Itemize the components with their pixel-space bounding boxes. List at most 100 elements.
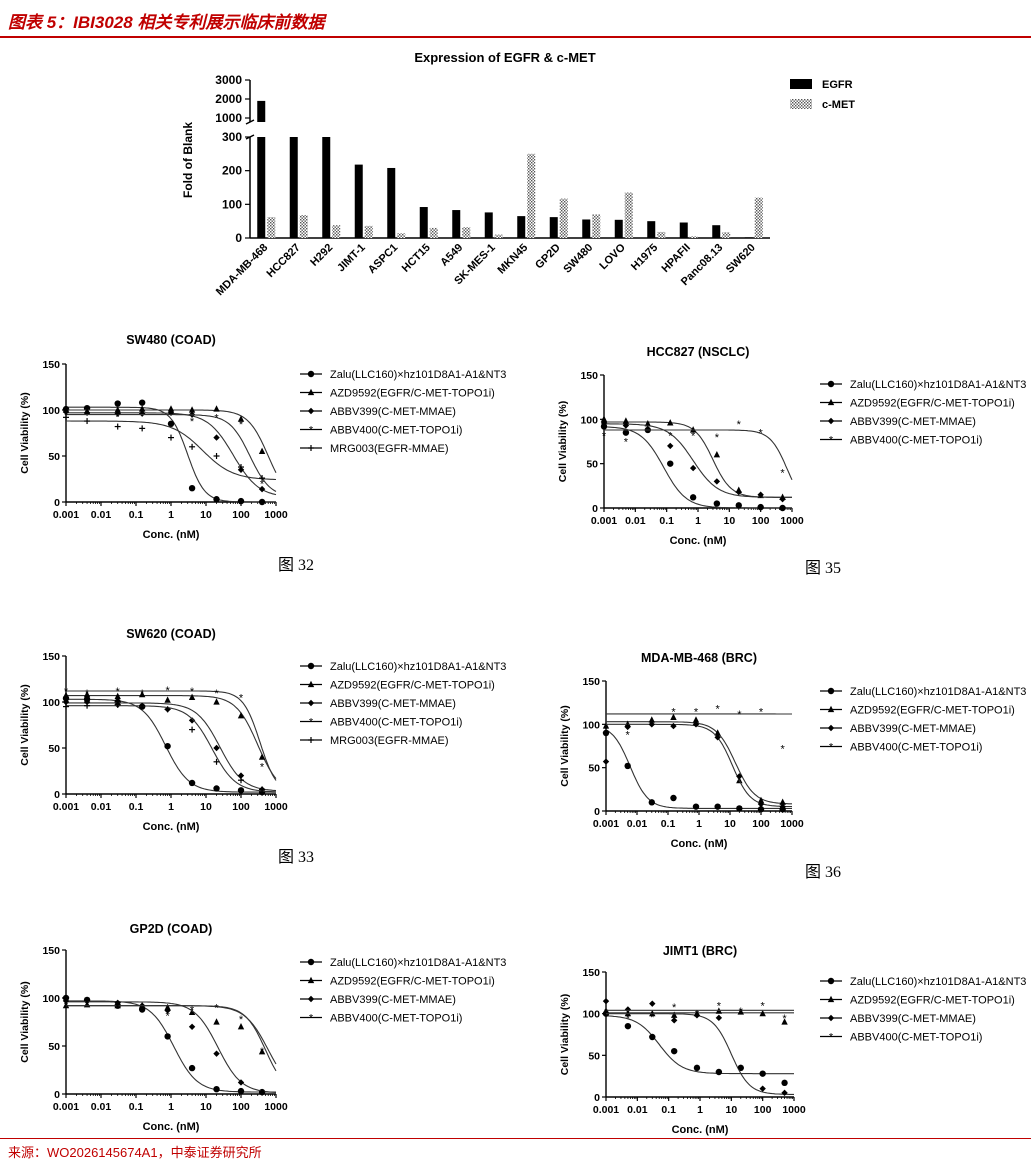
point-star: * bbox=[165, 1010, 170, 1022]
category-label: ASPC1 bbox=[366, 242, 400, 276]
point-triangle bbox=[258, 753, 266, 760]
bar-cmet bbox=[689, 236, 698, 238]
x-tick-label: 1000 bbox=[264, 801, 288, 813]
point-plus bbox=[259, 475, 266, 482]
point-circle bbox=[213, 785, 220, 792]
point-diamond bbox=[715, 1014, 723, 1022]
point-star: * bbox=[650, 719, 655, 731]
point-circle bbox=[213, 496, 220, 503]
x-tick-label: 1000 bbox=[264, 1101, 288, 1113]
point-diamond bbox=[258, 485, 266, 493]
bar-cmet bbox=[429, 227, 438, 238]
point-triangle bbox=[670, 713, 677, 720]
legend-label: AZD9592(EGFR/C-MET-TOPO1i) bbox=[330, 976, 495, 988]
x-tick-label: 100 bbox=[752, 515, 770, 527]
fit-curve bbox=[66, 690, 277, 781]
y-axis-label: Cell Viability (%) bbox=[19, 981, 31, 1063]
point-plus bbox=[114, 423, 121, 430]
chart-title: MDA-MB-468 (BRC) bbox=[641, 651, 757, 665]
point-diamond bbox=[670, 1017, 678, 1024]
point-triangle bbox=[670, 1011, 678, 1018]
point-triangle bbox=[237, 1023, 245, 1030]
series-plus bbox=[63, 701, 277, 793]
bar-egfr bbox=[354, 164, 363, 238]
bar-egfr bbox=[517, 216, 526, 238]
legend-label: MRG003(EGFR-MMAE) bbox=[330, 735, 449, 747]
source-note: 来源：WO2026145674A1，中泰证券研究所 bbox=[8, 1145, 262, 1160]
point-star: * bbox=[239, 419, 244, 431]
point-circle bbox=[188, 1064, 196, 1072]
point-star: * bbox=[782, 1013, 787, 1025]
point-diamond bbox=[624, 1006, 632, 1013]
point-circle bbox=[670, 794, 677, 802]
x-tick-label: 1 bbox=[168, 1101, 174, 1113]
point-star: * bbox=[260, 761, 265, 773]
x-tick-label: 0.01 bbox=[627, 818, 648, 830]
point-star: * bbox=[694, 706, 699, 718]
legend-label: Zalu(LLC160)×hz101D8A1-A1&NT3 bbox=[330, 957, 506, 969]
point-diamond bbox=[689, 464, 697, 472]
legend-label: Zalu(LLC160)×hz101D8A1-A1&NT3 bbox=[850, 686, 1026, 698]
point-diamond bbox=[307, 407, 315, 415]
point-star: * bbox=[716, 704, 721, 716]
point-triangle bbox=[138, 690, 146, 698]
point-triangle bbox=[759, 1009, 766, 1017]
legend-label: AZD9592(EGFR/C-MET-TOPO1i) bbox=[330, 680, 495, 692]
y-tick-label: 100 bbox=[582, 719, 600, 731]
point-circle bbox=[624, 762, 631, 770]
y-tick-label: 0 bbox=[594, 1092, 600, 1104]
category-label: H1975 bbox=[629, 242, 660, 273]
bar-egfr bbox=[712, 225, 721, 238]
x-axis-label: Conc. (nM) bbox=[670, 535, 727, 547]
point-star: * bbox=[309, 1013, 314, 1025]
y-tick-label: 2000 bbox=[215, 92, 242, 106]
point-triangle bbox=[188, 693, 196, 700]
point-diamond bbox=[258, 1088, 266, 1096]
point-triangle bbox=[781, 1018, 788, 1025]
point-circle bbox=[622, 429, 630, 436]
category-label: H292 bbox=[308, 242, 335, 269]
point-circle bbox=[648, 799, 655, 806]
title-rule bbox=[0, 36, 1031, 38]
bar-cmet bbox=[364, 225, 373, 238]
x-tick-label: 1 bbox=[168, 509, 174, 521]
bar-cmet bbox=[299, 215, 308, 238]
point-diamond bbox=[779, 495, 786, 503]
category-label: GP2D bbox=[533, 242, 563, 272]
point-diamond bbox=[83, 996, 91, 1004]
point-triangle bbox=[164, 1003, 171, 1011]
point-circle bbox=[624, 1022, 632, 1030]
category-label: SW620 bbox=[724, 242, 758, 276]
series-triangle bbox=[602, 713, 792, 805]
series-triangle bbox=[600, 415, 792, 500]
legend-label: ABBV399(C-MET-MMAE) bbox=[330, 406, 456, 418]
series-triangle bbox=[62, 690, 277, 779]
y-tick-label: 50 bbox=[588, 1050, 600, 1062]
y-tick-label: 0 bbox=[235, 231, 242, 245]
x-tick-label: 0.01 bbox=[625, 515, 646, 527]
y-tick-label: 150 bbox=[42, 945, 60, 957]
chart-gp2d: GP2D (COAD) Cell Viability (%) Conc. (nM) 0… bbox=[19, 922, 506, 1133]
bar-cmet bbox=[462, 227, 471, 238]
point-circle bbox=[827, 977, 835, 985]
y-tick-label: 50 bbox=[48, 743, 60, 755]
point-plus bbox=[84, 702, 91, 709]
x-tick-label: 100 bbox=[752, 818, 770, 830]
bar-egfr bbox=[679, 222, 688, 238]
point-star: * bbox=[85, 1000, 90, 1012]
bar-egfr bbox=[387, 167, 396, 238]
point-star: * bbox=[116, 686, 121, 698]
point-triangle bbox=[237, 712, 245, 719]
bar-cmet bbox=[267, 217, 276, 238]
bar-cmet bbox=[657, 231, 666, 238]
x-tick-label: 0.1 bbox=[129, 509, 144, 521]
point-star: * bbox=[309, 717, 314, 729]
series-star: * * * * * * * * * bbox=[64, 1000, 277, 1072]
point-triangle bbox=[692, 716, 700, 723]
point-triangle bbox=[827, 995, 835, 1003]
chart-title: JIMT1 (BRC) bbox=[663, 944, 737, 958]
bar-egfr bbox=[647, 221, 656, 238]
point-plus bbox=[168, 434, 174, 441]
point-star: * bbox=[602, 430, 607, 442]
x-tick-label: 100 bbox=[232, 801, 250, 813]
